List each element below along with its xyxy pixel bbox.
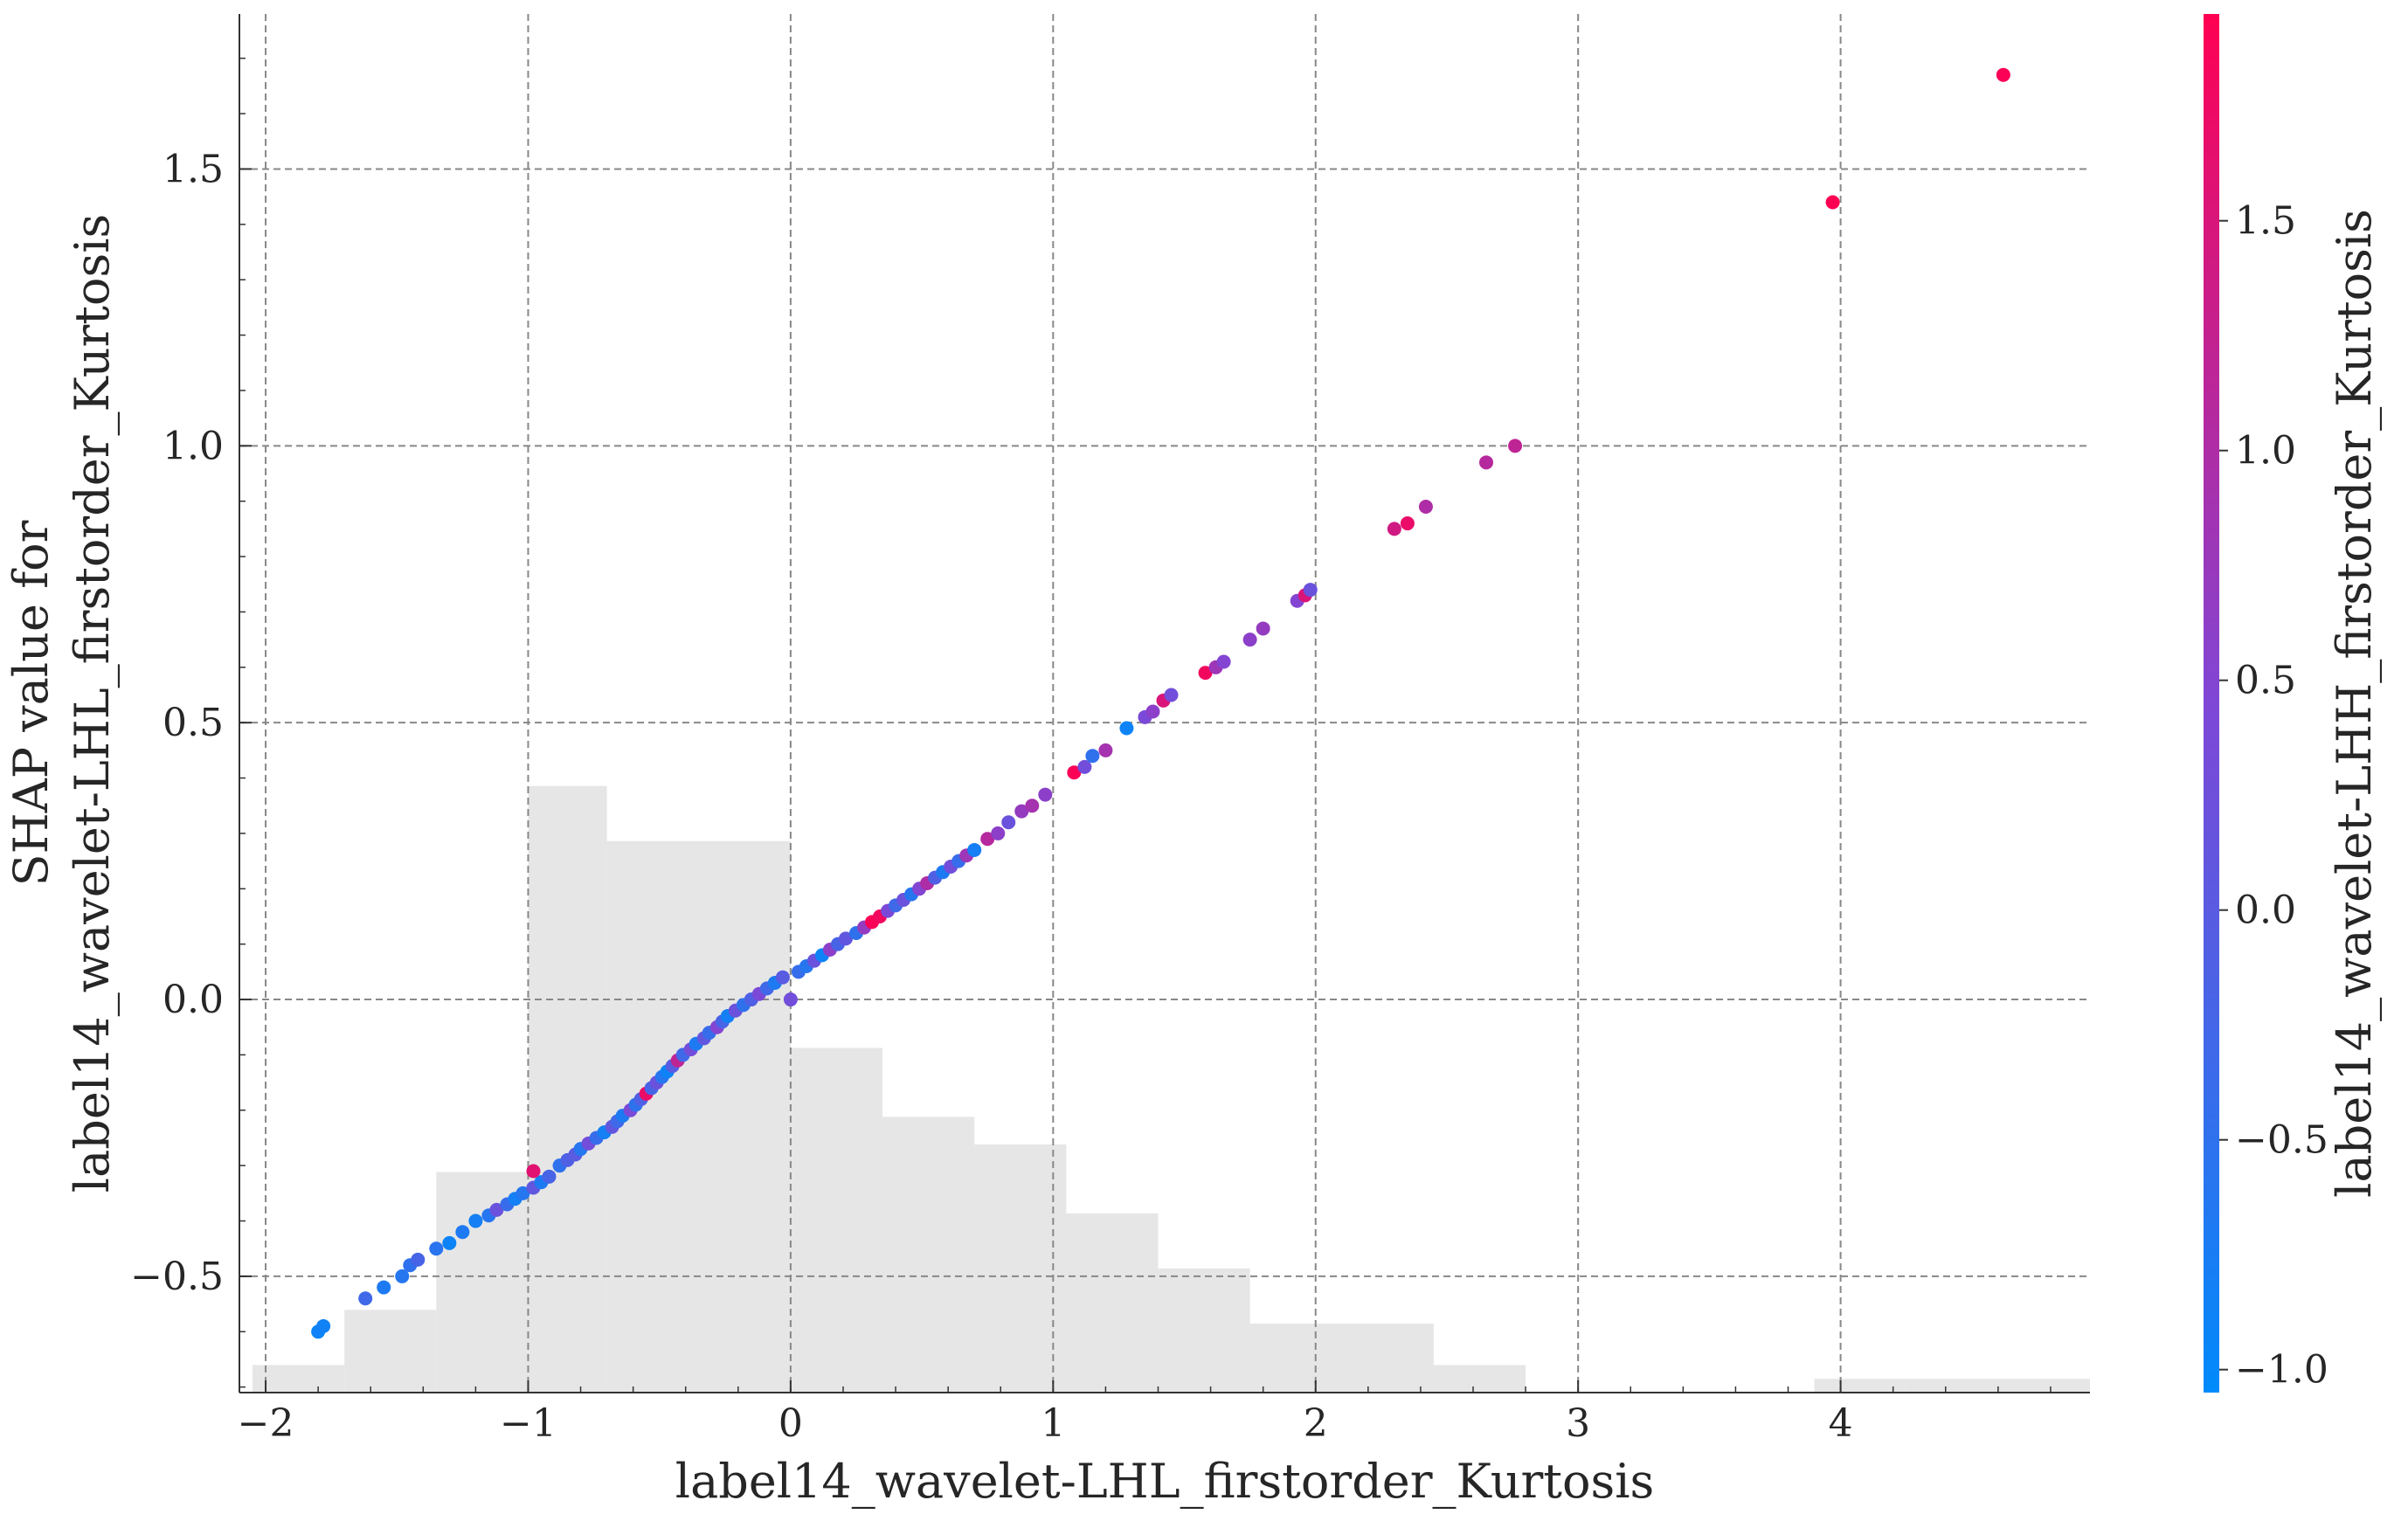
point-4 (395, 1269, 410, 1283)
y-axis-label-line1: SHAP value for (3, 520, 59, 886)
point-82 (1014, 804, 1029, 819)
point-62 (838, 931, 853, 946)
point-84 (1038, 787, 1053, 802)
histogram-bar-9 (1158, 1268, 1250, 1393)
histogram-bar-0 (253, 1365, 345, 1393)
histogram-bar-12 (1814, 1379, 1906, 1393)
point-83 (1025, 799, 1040, 813)
point-2 (358, 1291, 373, 1306)
point-18 (542, 1169, 557, 1184)
colorbar-tick-label-1: −0.5 (2235, 1118, 2328, 1163)
y-tick-label-2: 0.5 (163, 701, 224, 745)
point-19 (526, 1164, 541, 1179)
point-12 (489, 1202, 504, 1217)
point-106 (1508, 439, 1523, 453)
point-93 (1164, 688, 1179, 702)
colorbar-tick-label-4: 1.0 (2235, 429, 2296, 474)
point-85 (1067, 765, 1082, 780)
point-102 (1387, 522, 1401, 536)
histogram-bar-7 (974, 1144, 1067, 1393)
colorbar-tick-label-2: 0.0 (2235, 888, 2296, 933)
histogram (253, 785, 2090, 1393)
histogram-bar-8 (1066, 1213, 1159, 1393)
y-tick-label-3: 1.0 (163, 424, 224, 468)
colorbar-tick-label-5: 1.5 (2235, 199, 2296, 244)
point-7 (429, 1241, 444, 1256)
point-80 (991, 826, 1006, 840)
histogram-bar-13 (1906, 1379, 2090, 1393)
point-10 (468, 1213, 483, 1228)
point-1 (316, 1318, 331, 1333)
point-107 (1825, 195, 1840, 210)
axes (239, 14, 2090, 1393)
histogram-bar-10 (1249, 1324, 1434, 1393)
point-94 (1198, 666, 1213, 681)
histogram-bar-1 (344, 1310, 437, 1393)
histogram-bar-2 (436, 1172, 529, 1393)
histogram-bar-11 (1433, 1365, 1526, 1393)
point-91 (1145, 704, 1160, 719)
point-15 (516, 1186, 530, 1200)
point-108 (1996, 67, 2010, 82)
point-88 (1098, 743, 1113, 757)
point-79 (980, 832, 995, 847)
point-101 (1303, 583, 1318, 598)
colorbar-ticks: −1.0 −0.5 0.0 0.5 1.0 1.5 (2219, 199, 2328, 1393)
y-tick-label-1: 0.0 (163, 978, 224, 1022)
colorbar (2204, 14, 2219, 1393)
point-98 (1256, 621, 1270, 636)
x-tick-label-3: 1 (1041, 1401, 1065, 1446)
histogram-bar-4 (606, 840, 791, 1393)
point-9 (455, 1225, 470, 1240)
x-tick-label-5: 3 (1566, 1401, 1590, 1446)
point-55 (783, 992, 798, 1007)
point-81 (1001, 815, 1016, 830)
colorbar-tick-label-3: 0.5 (2235, 659, 2296, 703)
x-tick-label-1: −1 (500, 1401, 557, 1446)
point-103 (1400, 516, 1415, 531)
point-6 (411, 1252, 426, 1267)
grid (239, 14, 2090, 1393)
point-87 (1085, 749, 1100, 764)
y-tick-label-0: −0.5 (130, 1255, 224, 1299)
point-78 (967, 842, 982, 857)
histogram-bar-3 (528, 785, 607, 1393)
x-axis-label: label14_wavelet-LHL_firstorder_Kurtosis (675, 1454, 1654, 1509)
point-8 (442, 1235, 457, 1250)
histogram-bar-5 (790, 1047, 883, 1393)
x-tick-label-2: 0 (778, 1401, 803, 1446)
x-tick-label-0: −2 (238, 1401, 294, 1446)
x-tick-label-4: 2 (1304, 1401, 1328, 1446)
histogram-bar-6 (882, 1117, 975, 1393)
point-97 (1242, 633, 1257, 647)
point-96 (1216, 654, 1231, 669)
y-axis-label-line2: label14_wavelet-LHL_firstorder_Kurtosis (65, 214, 120, 1193)
point-86 (1077, 759, 1092, 774)
point-89 (1119, 721, 1134, 736)
y-tick-label-4: 1.5 (163, 147, 224, 191)
colorbar-label: label14_wavelet-LHH_firstorder_Kurtosis (2327, 209, 2382, 1198)
point-54 (775, 970, 790, 985)
point-3 (377, 1280, 391, 1295)
colorbar-tick-label-0: −1.0 (2235, 1348, 2328, 1393)
data-points (311, 67, 2010, 1339)
point-104 (1418, 500, 1433, 515)
x-tick-label-6: 4 (1829, 1401, 1853, 1446)
ticks: −2 −1 0 1 2 3 4 −0.5 0.0 0.5 1.0 1.5 (130, 57, 2052, 1446)
point-105 (1479, 455, 1494, 470)
